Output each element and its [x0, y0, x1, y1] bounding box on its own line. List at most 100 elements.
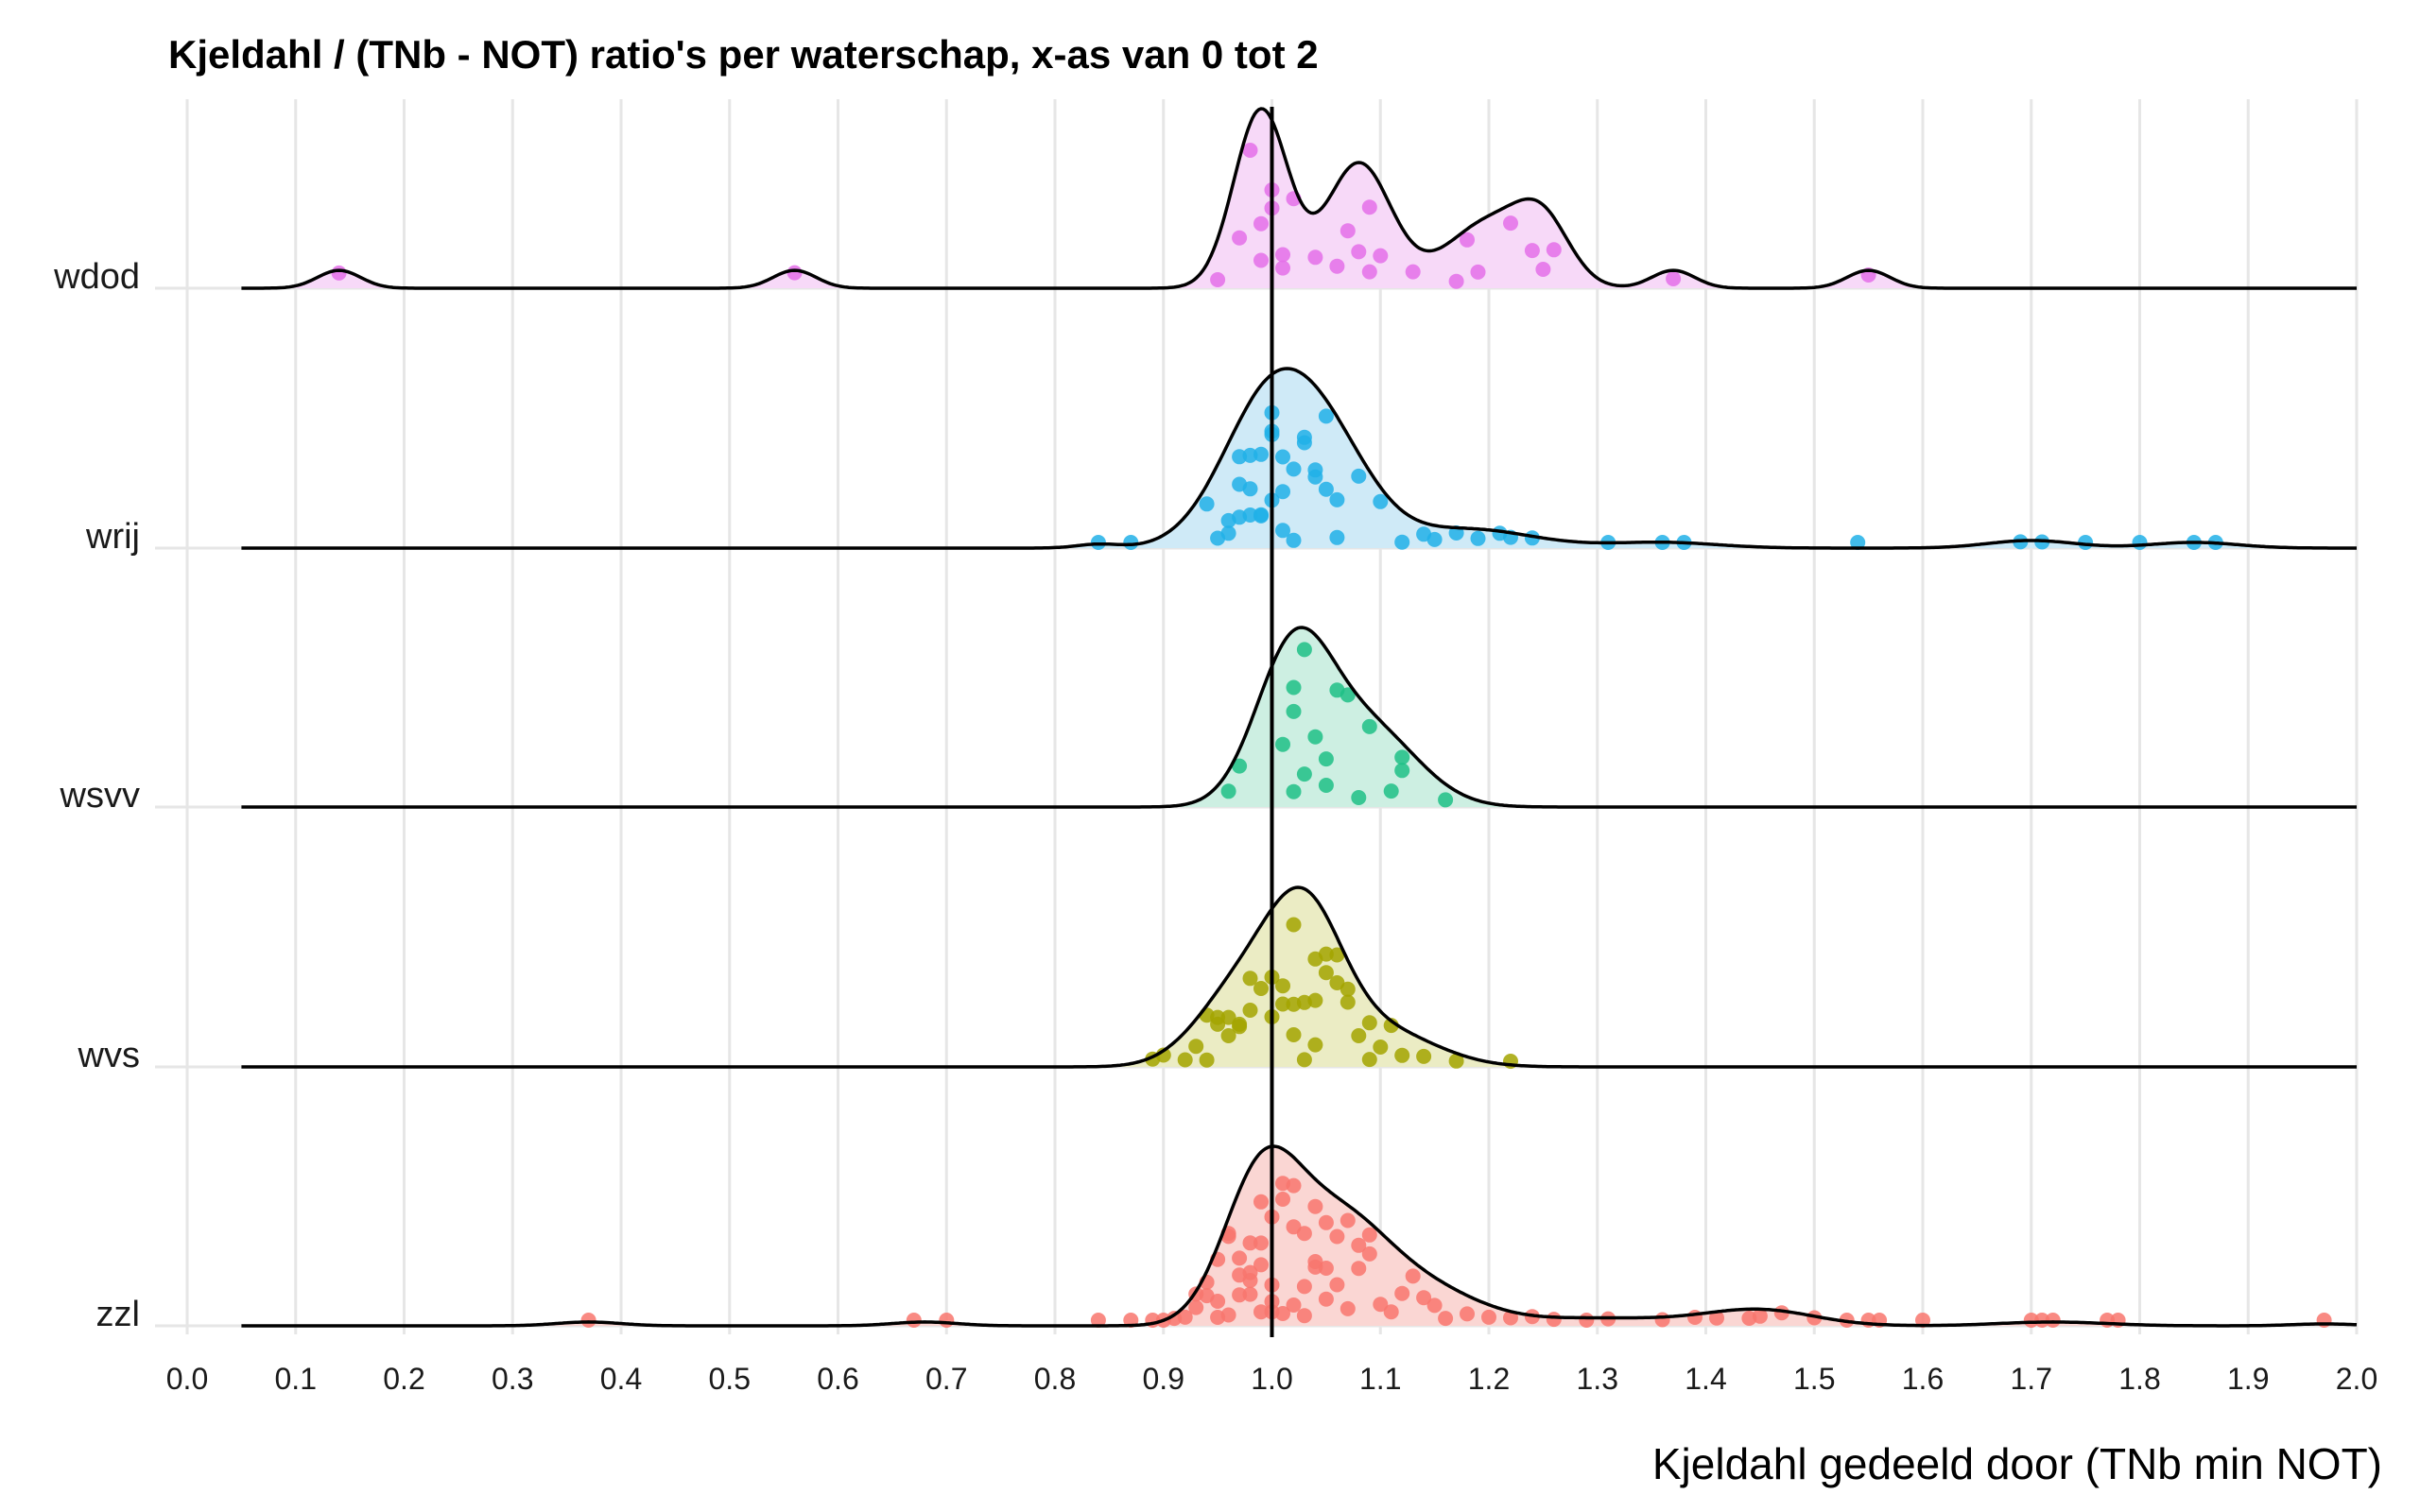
data-point [1394, 1047, 1410, 1063]
data-point [1351, 1261, 1367, 1277]
data-point [1438, 1311, 1454, 1327]
data-point [1253, 981, 1269, 996]
data-point [1752, 1308, 1768, 1324]
data-point [1329, 529, 1345, 545]
data-point [1426, 1297, 1443, 1314]
data-point [1709, 1310, 1724, 1326]
density-curve [241, 885, 2357, 1069]
data-point [1286, 532, 1302, 548]
data-point [1329, 258, 1345, 274]
x-tick-label: 1.6 [1902, 1362, 1944, 1396]
data-point [1232, 230, 1248, 246]
y-category-label: zzl [96, 1295, 140, 1334]
x-axis-label: Kjeldahl gedeeld door (TNb min NOT) [1652, 1439, 2382, 1488]
data-point [1460, 232, 1475, 248]
data-point [1307, 249, 1323, 266]
data-point [1351, 244, 1367, 260]
data-point [1253, 1235, 1269, 1251]
data-point [1307, 992, 1323, 1008]
data-point [1220, 783, 1236, 799]
x-tick-label: 0.6 [817, 1362, 858, 1396]
data-point [1351, 1237, 1367, 1253]
x-axis-ticks: 0.0 0.1 0.2 0.3 0.4 0.5 0.6 0.7 0.8 0.9 1.0 1.1 1.2 1… [166, 1362, 2377, 1396]
data-point [1340, 994, 1356, 1010]
data-point [1220, 1028, 1236, 1043]
x-tick-label: 1.0 [1251, 1362, 1292, 1396]
data-point [1373, 248, 1389, 264]
data-point [1188, 1039, 1204, 1055]
data-point [1275, 260, 1290, 276]
data-point [1361, 1227, 1377, 1243]
data-point [1286, 1297, 1302, 1313]
ridge-fill [241, 887, 2358, 1067]
x-tick-label: 0.3 [492, 1362, 533, 1396]
data-point [1275, 523, 1290, 539]
data-point [1286, 703, 1302, 719]
data-point [1546, 1312, 1562, 1328]
data-point [1307, 729, 1323, 745]
data-point [1275, 1306, 1290, 1321]
data-point [1242, 1286, 1258, 1302]
x-tick-label: 1.8 [2118, 1362, 2160, 1396]
data-point [1318, 1291, 1334, 1307]
data-point [1220, 1009, 1236, 1025]
ridge-fill [241, 627, 2358, 807]
ridge-wvs [241, 885, 2358, 1069]
ridges [241, 107, 2358, 1328]
data-point [1286, 461, 1302, 477]
data-point [1275, 449, 1290, 465]
data-point [786, 265, 803, 281]
data-point [1318, 481, 1334, 497]
data-point [1253, 1304, 1269, 1320]
data-point [1210, 272, 1226, 287]
x-tick-label: 0.1 [275, 1362, 317, 1396]
ridge-wrij [241, 367, 2358, 550]
y-category-label: wsvv [60, 776, 140, 816]
data-point [1470, 264, 1486, 280]
data-point [1373, 1297, 1389, 1313]
data-point [1090, 1313, 1106, 1328]
y-axis-categories: wdod wrij wsvv wvs zzl [53, 257, 140, 1334]
data-point [1394, 534, 1410, 550]
data-point [1448, 1053, 1464, 1069]
data-point [939, 1313, 955, 1328]
data-point [1307, 1037, 1323, 1053]
data-point [1318, 408, 1334, 424]
data-point [1850, 535, 1866, 550]
data-point [1329, 1228, 1345, 1245]
data-point [1405, 264, 1421, 280]
y-category-label: wvs [78, 1036, 140, 1075]
data-point [1340, 1300, 1356, 1316]
data-point [1286, 917, 1302, 933]
data-point [1199, 496, 1215, 512]
x-tick-label: 1.5 [1793, 1362, 1835, 1396]
data-point [1275, 736, 1290, 752]
data-point [1188, 1299, 1204, 1315]
data-point [1329, 491, 1345, 507]
data-point [2132, 535, 2148, 550]
data-point [1426, 531, 1443, 547]
ridge-wdod [241, 107, 2358, 290]
data-point [1167, 1311, 1183, 1327]
x-tick-label: 1.7 [2011, 1362, 2052, 1396]
data-point [1318, 1214, 1334, 1230]
data-point [1318, 778, 1334, 793]
data-point [1329, 1277, 1345, 1293]
data-point [1373, 1040, 1389, 1055]
y-category-label: wdod [53, 257, 140, 297]
data-point [1318, 1261, 1334, 1276]
data-point [1286, 1177, 1302, 1194]
data-point [1253, 1257, 1269, 1273]
data-point [1361, 1246, 1377, 1262]
x-tick-label: 1.3 [1577, 1362, 1618, 1396]
data-point [1220, 1307, 1236, 1323]
data-point [1253, 215, 1269, 232]
data-point [1503, 1310, 1518, 1326]
data-point [1253, 1194, 1269, 1210]
density-curve [241, 626, 2357, 809]
data-point [1307, 469, 1323, 485]
data-point [906, 1313, 922, 1328]
x-tick-label: 1.4 [1685, 1362, 1726, 1396]
data-point [1503, 215, 1518, 232]
y-category-label: wrij [85, 517, 140, 557]
